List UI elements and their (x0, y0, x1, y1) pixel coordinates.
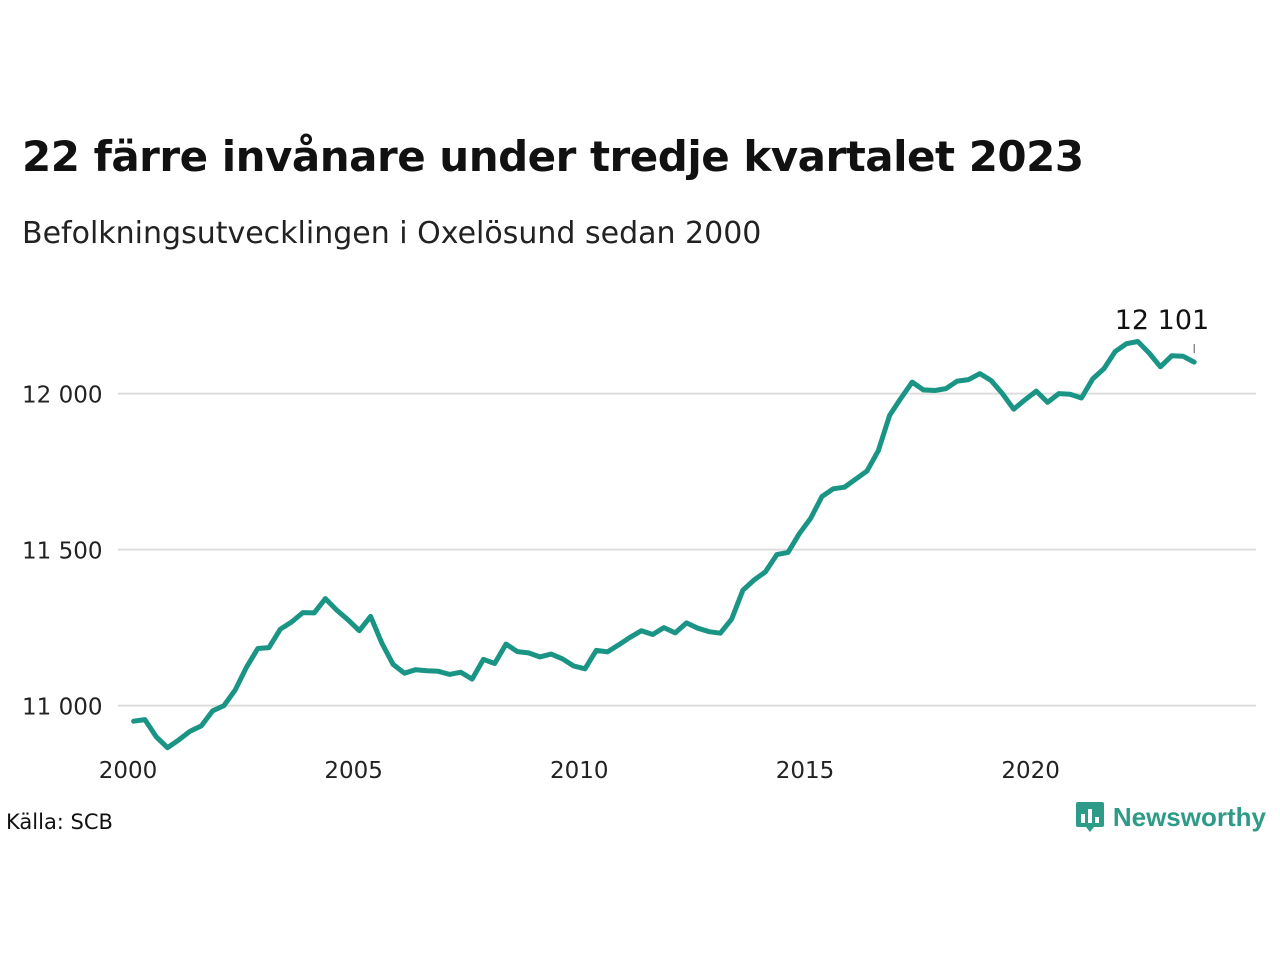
gridlines (118, 392, 1256, 707)
x-tick-label: 2005 (324, 758, 383, 784)
newsworthy-logo-icon (1075, 802, 1104, 832)
y-tick-label: 11 000 (22, 695, 102, 721)
x-tick-label: 2020 (1001, 758, 1060, 784)
series-layer (131, 339, 1197, 751)
chart-title: 22 färre invånare under tredje kvartalet… (22, 132, 1084, 181)
source-note: Källa: SCB (6, 810, 113, 834)
x-tick-label: 2015 (776, 758, 835, 784)
last-value-label: 12 101 (1115, 305, 1209, 336)
chart-subtitle: Befolkningsutvecklingen i Oxelösund seda… (22, 216, 762, 251)
series-line (131, 339, 1197, 751)
x-tick-label: 2000 (99, 758, 158, 784)
brand-name: Newsworthy (1112, 801, 1266, 832)
x-tick-label: 2010 (550, 758, 609, 784)
annotation-layer: 12 101 (1115, 305, 1209, 354)
y-axis-ticks: 11 000 11 500 12 000 (22, 383, 102, 721)
brand-logo[interactable]: Newsworthy (1075, 800, 1266, 834)
x-axis-ticks: 2000 2005 2010 2015 2020 (99, 758, 1060, 784)
y-tick-label: 11 500 (22, 539, 102, 565)
y-tick-label: 12 000 (22, 383, 102, 409)
